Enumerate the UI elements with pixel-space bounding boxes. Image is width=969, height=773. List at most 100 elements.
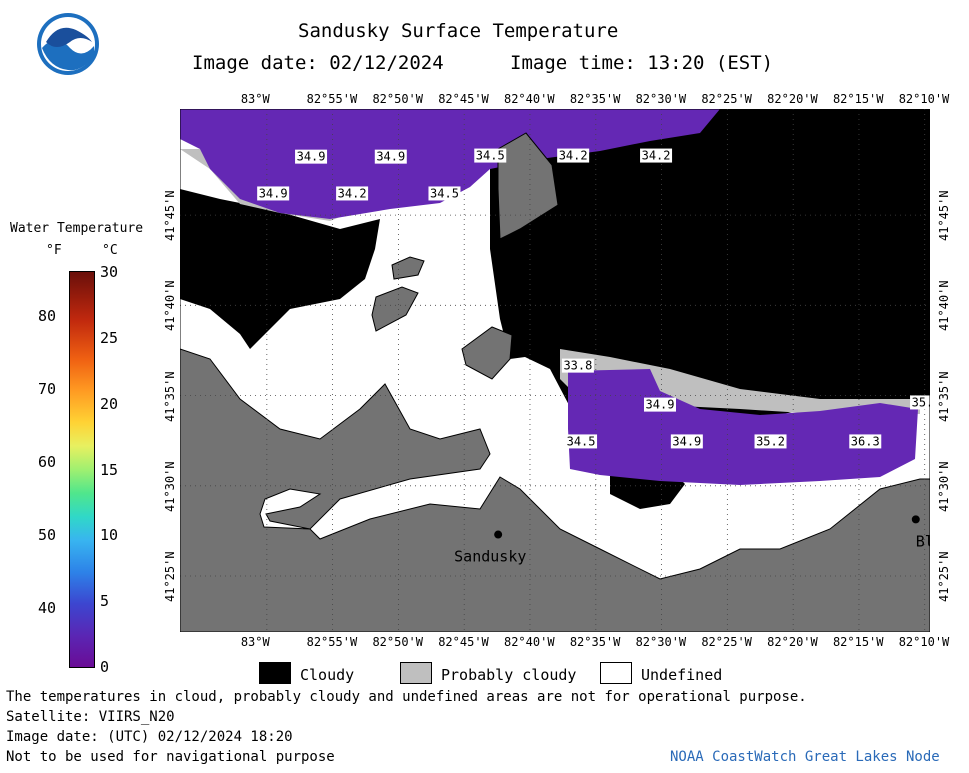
longitude-tick-label: 82°50'W: [372, 635, 424, 649]
temperature-label: 34.9: [644, 397, 676, 412]
latitude-tick-label: 41°30'N: [937, 461, 951, 512]
island-2: [391, 256, 425, 280]
place-label: Sandusky: [454, 548, 526, 566]
legend-probably-cloudy-swatch: [400, 662, 432, 684]
svg-text:34.2: 34.2: [338, 186, 367, 200]
utc-date: Image date: (UTC) 02/12/2024 18:20: [6, 729, 293, 745]
satellite-info: Satellite: VIIRS_N20: [6, 709, 175, 725]
longitude-tick-label: 82°35'W: [569, 635, 621, 649]
svg-text:34.5: 34.5: [476, 149, 505, 163]
longitude-tick-label: 82°25'W: [701, 92, 752, 106]
longitude-tick-label: 82°35'W: [569, 92, 621, 106]
colorbar-c-tick: 30: [100, 263, 119, 281]
longitude-tick-label: 82°10'W: [898, 635, 950, 649]
place-layer: Sandusky Blac: [454, 515, 930, 566]
longitude-tick-label: 82°55'W: [306, 635, 358, 649]
longitude-tick-label: 82°25'W: [701, 635, 752, 649]
latitude-tick-label: 41°35'N: [163, 371, 177, 422]
svg-text:34.9: 34.9: [672, 434, 701, 448]
temperature-label: 35.2: [910, 395, 930, 410]
longitude-tick-label: 83°W: [240, 635, 270, 649]
latitude-tick-label: 41°40'N: [937, 280, 951, 332]
temperature-label: 34.2: [640, 148, 673, 163]
latitude-tick-label: 41°35'N: [937, 371, 951, 422]
svg-text:34.5: 34.5: [430, 186, 459, 200]
colorbar-title: Water Temperature: [10, 221, 144, 236]
longitude-tick-label: 82°50'W: [372, 92, 424, 106]
legend-undefined-swatch: [600, 662, 632, 684]
colorbar: [69, 271, 95, 668]
longitude-tick-label: 82°15'W: [832, 635, 884, 649]
svg-text:35.2: 35.2: [912, 395, 930, 409]
colorbar-c-tick: 25: [100, 328, 119, 347]
colorbar-unit-c: °C: [102, 243, 118, 258]
colorbar-c-tick: 5: [100, 592, 110, 611]
land-area: [180, 348, 930, 632]
colorbar-f-tick: 60: [38, 453, 57, 472]
colorbar-f-tick: 50: [38, 526, 57, 545]
svg-text:34.9: 34.9: [259, 186, 288, 200]
svg-text:36.3: 36.3: [851, 434, 880, 448]
longitude-tick-label: 82°20'W: [767, 92, 818, 106]
navigation-warning: Not to be used for navigational purpose: [6, 749, 335, 765]
longitude-tick-label: 82°15'W: [832, 92, 884, 106]
longitude-tick-label: 82°45'W: [438, 635, 489, 649]
kelleys-island: [497, 132, 559, 240]
svg-text:34.9: 34.9: [297, 150, 326, 164]
longitude-tick-label: 82°10'W: [898, 92, 950, 106]
longitude-tick-label: 82°20'W: [767, 635, 818, 649]
disclaimer: The temperatures in cloud, probably clou…: [6, 689, 807, 705]
image-date: Image date: 02/12/2024: [192, 52, 444, 74]
colorbar-unit-f: °F: [46, 243, 62, 258]
temperature-label: 34.2: [557, 148, 590, 163]
latitude-tick-label: 41°40'N: [163, 280, 177, 332]
temperature-label: 34.9: [670, 434, 703, 449]
latitude-tick-label: 41°25'N: [163, 551, 177, 603]
temperature-layer: 34.9 34.9 34.5 34.2 34.2 34.9 34.2 34.5 33.8 34.9…: [257, 148, 930, 449]
credit: NOAA CoastWatch Great Lakes Node: [670, 749, 940, 765]
svg-text:34.9: 34.9: [646, 398, 675, 412]
colorbar-c-tick: 15: [100, 460, 119, 479]
colorbar-f-tick: 80: [38, 306, 57, 325]
place-marker: [911, 515, 920, 524]
map-title: Sandusky Surface Temperature: [298, 20, 619, 42]
colorbar-c-tick: 10: [100, 526, 119, 545]
svg-text:34.2: 34.2: [642, 149, 671, 163]
water-temp-north: [180, 109, 720, 219]
colorbar-f-tick: 40: [38, 599, 57, 618]
place-label: Blac: [916, 532, 930, 550]
temperature-label: 35.2: [754, 434, 787, 449]
latitude-tick-label: 41°45'N: [937, 190, 951, 242]
longitude-tick-label: 82°30'W: [635, 92, 687, 106]
temperature-label: 34.9: [295, 149, 328, 164]
colorbar-f-tick: 70: [38, 380, 57, 399]
island-4: [461, 326, 513, 380]
temperature-label: 34.5: [474, 148, 507, 163]
svg-text:35.2: 35.2: [756, 434, 785, 448]
graticule: [180, 109, 930, 632]
temperature-label: 36.3: [849, 434, 882, 449]
temperature-label: 34.5: [428, 186, 461, 201]
svg-text:34.5: 34.5: [567, 434, 596, 448]
svg-text:34.9: 34.9: [376, 150, 405, 164]
cloudy-area-west: [180, 189, 380, 349]
longitude-tick-label: 82°30'W: [635, 635, 687, 649]
latitude-tick-label: 41°25'N: [937, 551, 951, 603]
longitude-tick-label: 82°40'W: [503, 92, 555, 106]
temperature-label: 33.8: [561, 358, 594, 373]
place-marker: [494, 530, 503, 539]
colorbar-c-tick: 20: [100, 394, 119, 413]
svg-text:33.8: 33.8: [563, 359, 592, 373]
island-3: [371, 286, 419, 332]
longitude-tick-label: 82°55'W: [306, 92, 358, 106]
latitude-tick-label: 41°45'N: [163, 190, 177, 242]
sst-map: 34.9 34.9 34.5 34.2 34.2 34.9 34.2 34.5 33.8 34.9…: [180, 109, 930, 632]
noaa-logo-icon: [37, 13, 99, 75]
temperature-label: 34.5: [565, 434, 598, 449]
colorbar-c-tick: 0: [100, 658, 110, 676]
noaa-logo: [36, 12, 100, 76]
image-time: Image time: 13:20 (EST): [510, 52, 774, 74]
longitude-tick-label: 82°40'W: [503, 635, 555, 649]
legend-undefined-label: Undefined: [641, 666, 723, 684]
svg-text:34.2: 34.2: [559, 149, 588, 163]
